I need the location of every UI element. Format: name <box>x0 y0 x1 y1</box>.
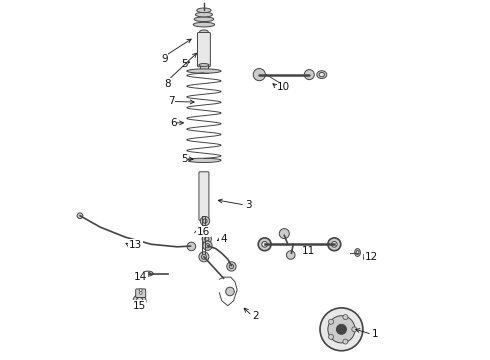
Text: 6: 6 <box>170 118 176 128</box>
Ellipse shape <box>319 72 324 77</box>
FancyBboxPatch shape <box>199 172 209 220</box>
Circle shape <box>262 242 268 247</box>
Text: 11: 11 <box>302 247 316 256</box>
Circle shape <box>203 219 207 223</box>
Circle shape <box>199 252 209 262</box>
Circle shape <box>139 292 142 294</box>
Circle shape <box>205 237 209 241</box>
Text: 3: 3 <box>245 200 252 210</box>
Bar <box>200 65 208 73</box>
Text: 13: 13 <box>129 240 142 250</box>
Text: 4: 4 <box>220 234 226 244</box>
Circle shape <box>200 216 210 226</box>
Circle shape <box>328 316 355 343</box>
Text: 16: 16 <box>197 227 210 237</box>
Circle shape <box>329 334 334 339</box>
Circle shape <box>320 308 363 351</box>
Text: 5: 5 <box>181 154 187 163</box>
Ellipse shape <box>187 69 221 73</box>
Circle shape <box>202 234 211 244</box>
Circle shape <box>329 319 334 324</box>
Text: 15: 15 <box>132 301 146 311</box>
Text: 5: 5 <box>181 59 187 69</box>
FancyBboxPatch shape <box>197 32 210 67</box>
Ellipse shape <box>193 22 215 27</box>
Circle shape <box>229 264 234 269</box>
Circle shape <box>187 242 196 251</box>
Text: 1: 1 <box>372 329 378 339</box>
Circle shape <box>77 213 83 219</box>
Circle shape <box>328 238 341 251</box>
Circle shape <box>139 289 142 292</box>
Circle shape <box>304 69 314 80</box>
Circle shape <box>136 297 143 304</box>
Circle shape <box>352 327 357 332</box>
Text: 12: 12 <box>365 252 378 262</box>
Ellipse shape <box>199 64 209 66</box>
Ellipse shape <box>197 8 211 13</box>
Ellipse shape <box>356 251 359 255</box>
Circle shape <box>258 238 271 251</box>
Ellipse shape <box>196 12 213 17</box>
Ellipse shape <box>355 249 360 256</box>
Text: 7: 7 <box>168 96 175 107</box>
Circle shape <box>205 244 210 248</box>
Ellipse shape <box>199 30 208 33</box>
Circle shape <box>343 339 348 344</box>
FancyBboxPatch shape <box>136 289 146 297</box>
Circle shape <box>226 287 234 296</box>
Circle shape <box>337 324 346 334</box>
Circle shape <box>343 315 348 320</box>
Text: 8: 8 <box>165 78 171 89</box>
Ellipse shape <box>143 271 153 276</box>
Text: 10: 10 <box>277 82 290 92</box>
Text: 14: 14 <box>134 272 147 282</box>
Circle shape <box>287 251 295 259</box>
Ellipse shape <box>194 17 214 22</box>
Circle shape <box>279 229 289 239</box>
Text: 9: 9 <box>161 54 168 64</box>
Circle shape <box>201 254 206 259</box>
Circle shape <box>203 241 212 250</box>
Circle shape <box>331 242 337 247</box>
Text: 2: 2 <box>252 311 259 321</box>
Ellipse shape <box>187 158 221 162</box>
Circle shape <box>227 262 236 271</box>
Circle shape <box>253 68 266 81</box>
Ellipse shape <box>145 273 150 275</box>
Ellipse shape <box>317 71 327 78</box>
Circle shape <box>133 294 146 307</box>
